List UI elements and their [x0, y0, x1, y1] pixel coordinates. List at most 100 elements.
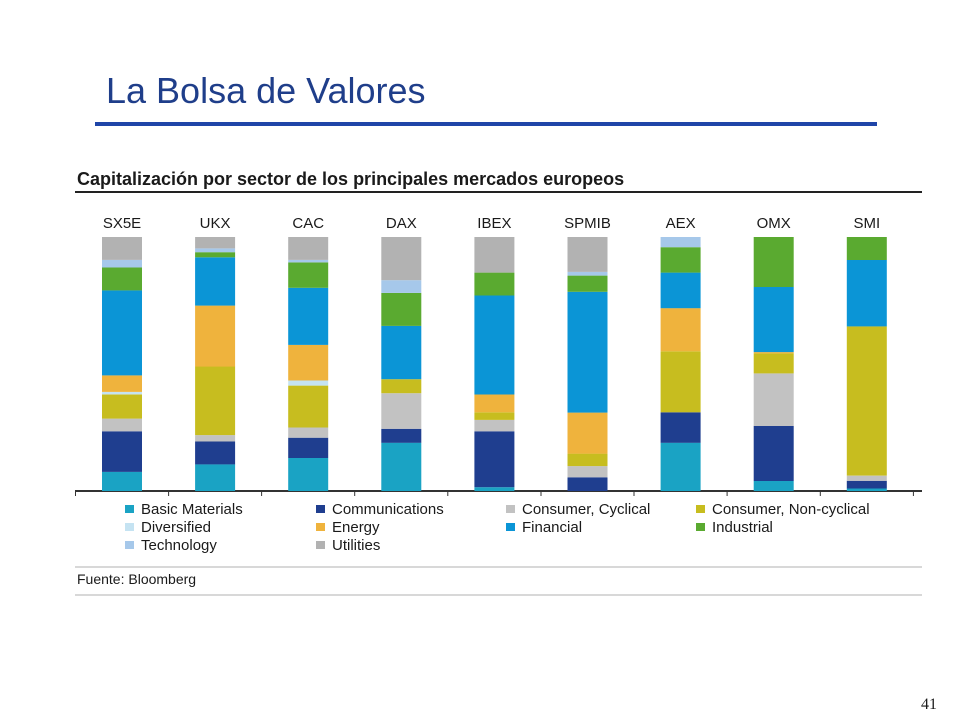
legend-label-diversified: Diversified — [141, 519, 211, 536]
category-label-smi: SMI — [853, 215, 880, 232]
legend-swatch-industrial — [696, 523, 705, 531]
bar-segment-ibex-consumer-non-cyclical — [474, 412, 515, 420]
bar-segment-ibex-basic-materials — [474, 487, 515, 491]
bar-segment-cac-financial — [288, 287, 329, 345]
bar-segment-aex-communications — [660, 412, 701, 443]
bars-group — [102, 237, 887, 491]
bar-segment-spmib-communications — [567, 477, 608, 491]
legend-label-communications: Communications — [332, 501, 444, 518]
bar-segment-cac-technology — [288, 259, 329, 263]
bar-segment-smi-financial — [846, 260, 887, 327]
legend-swatch-utilities — [316, 541, 325, 549]
bar-segment-cac-basic-materials — [288, 458, 329, 491]
bar-segment-aex-consumer-non-cyclical — [660, 351, 701, 413]
bar-segment-sx5e-consumer-non-cyclical — [102, 394, 142, 419]
bar-segment-ukx-communications — [195, 441, 236, 465]
bar-segment-ibex-industrial — [474, 272, 515, 296]
category-labels-group: SX5E UKX CAC DAX IBEX SPMIB AEX OMX SMI — [75, 215, 914, 496]
legend-label-utilities: Utilities — [332, 537, 380, 554]
bar-segment-ibex-energy — [474, 394, 515, 413]
bar-segment-ukx-utilities — [195, 237, 236, 249]
category-label-cac: CAC — [292, 215, 324, 232]
bar-segment-dax-communications — [381, 428, 422, 443]
bar-segment-cac-energy — [288, 344, 329, 381]
legend-swatch-basic-materials — [125, 505, 134, 513]
category-label-aex: AEX — [666, 215, 696, 232]
bar-segment-ibex-communications — [474, 431, 515, 488]
legend-label-financial: Financial — [522, 519, 582, 536]
legend-swatch-consumer-cyclical — [506, 505, 515, 513]
legend-swatch-financial — [506, 523, 515, 531]
bar-segment-spmib-energy — [567, 412, 608, 454]
bar-segment-sx5e-industrial — [102, 267, 142, 291]
bar-segment-smi-consumer-cyclical — [846, 475, 887, 481]
bar-segment-ukx-financial — [195, 257, 236, 306]
legend-swatch-energy — [316, 523, 325, 531]
category-label-omx: OMX — [757, 215, 791, 232]
bar-segment-omx-financial — [753, 287, 794, 353]
legend: Basic Materials Communications Consumer, C… — [125, 501, 870, 554]
bar-segment-omx-consumer-non-cyclical — [753, 353, 794, 374]
bar-segment-dax-industrial — [381, 292, 422, 326]
bar-segment-ibex-financial — [474, 295, 515, 395]
bar-segment-spmib-financial — [567, 291, 608, 413]
bar-segment-omx-communications — [753, 425, 794, 481]
legend-swatch-technology — [125, 541, 134, 549]
category-label-ukx: UKX — [200, 215, 231, 232]
bar-segment-sx5e-consumer-cyclical — [102, 418, 142, 432]
bar-segment-cac-diversified — [288, 380, 329, 386]
bar-segment-ukx-technology — [195, 248, 236, 253]
bar-segment-ukx-consumer-cyclical — [195, 435, 236, 442]
bar-segment-sx5e-technology — [102, 259, 142, 268]
category-label-spmib: SPMIB — [564, 215, 611, 232]
legend-swatch-diversified — [125, 523, 134, 531]
bar-segment-aex-basic-materials — [660, 442, 701, 491]
bar-segment-sx5e-basic-materials — [102, 471, 142, 491]
bar-segment-ibex-consumer-cyclical — [474, 419, 515, 432]
bar-segment-spmib-utilities — [567, 237, 608, 272]
category-label-sx5e: SX5E — [103, 215, 141, 232]
bar-segment-dax-consumer-non-cyclical — [381, 379, 422, 394]
category-label-dax: DAX — [386, 215, 417, 232]
bar-segment-dax-consumer-cyclical — [381, 393, 422, 429]
title-underline — [95, 122, 877, 126]
legend-swatch-communications — [316, 505, 325, 513]
legend-label-industrial: Industrial — [712, 519, 773, 536]
bar-segment-ukx-consumer-non-cyclical — [195, 366, 236, 436]
legend-label-technology: Technology — [141, 537, 217, 554]
legend-swatch-consumer-non-cyclical — [696, 505, 705, 513]
category-label-ibex: IBEX — [477, 215, 511, 232]
bar-segment-dax-basic-materials — [381, 442, 422, 491]
bar-segment-omx-consumer-cyclical — [753, 373, 794, 426]
bar-segment-spmib-technology — [567, 271, 608, 276]
bar-segment-aex-technology — [660, 237, 701, 248]
chart-title: Capitalización por sector de los princip… — [77, 169, 625, 189]
bar-segment-omx-basic-materials — [753, 481, 794, 491]
bar-segment-dax-technology — [381, 280, 422, 293]
bar-segment-cac-industrial — [288, 262, 329, 288]
legend-label-energy: Energy — [332, 519, 380, 536]
bar-segment-smi-communications — [846, 480, 887, 489]
bar-segment-omx-industrial — [753, 237, 794, 287]
legend-label-basic-materials: Basic Materials — [141, 501, 243, 518]
bar-segment-aex-industrial — [660, 247, 701, 273]
source-note: Fuente: Bloomberg — [77, 571, 197, 587]
bar-segment-aex-energy — [660, 308, 701, 352]
bar-segment-sx5e-financial — [102, 290, 142, 376]
bar-segment-cac-consumer-cyclical — [288, 427, 329, 438]
bar-segment-sx5e-energy — [102, 375, 142, 392]
bar-segment-spmib-consumer-cyclical — [567, 466, 608, 478]
bar-segment-spmib-industrial — [567, 275, 608, 292]
bar-segment-dax-financial — [381, 325, 422, 380]
page-number: 41 — [921, 696, 937, 713]
bar-segment-ukx-energy — [195, 305, 236, 367]
bar-segment-cac-consumer-non-cyclical — [288, 385, 329, 428]
bar-segment-spmib-consumer-non-cyclical — [567, 453, 608, 467]
bar-segment-ibex-utilities — [474, 237, 515, 273]
bar-segment-ukx-basic-materials — [195, 464, 236, 491]
bar-segment-cac-communications — [288, 437, 329, 458]
bar-segment-ukx-industrial — [195, 252, 236, 258]
legend-label-consumer-cyclical: Consumer, Cyclical — [522, 501, 650, 518]
bar-segment-dax-utilities — [381, 237, 422, 281]
